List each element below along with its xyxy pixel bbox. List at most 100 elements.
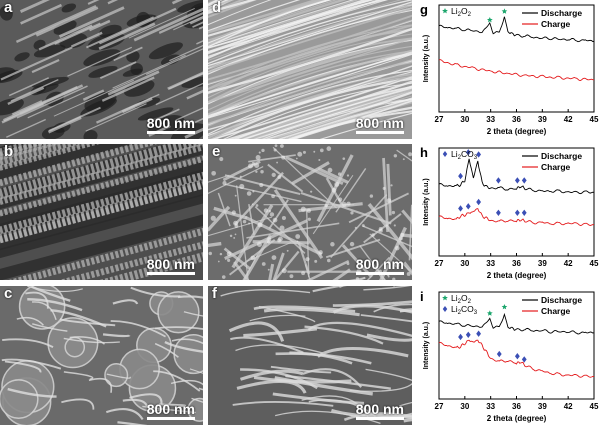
x-tick-label: 33 bbox=[486, 402, 495, 411]
diamond-marker bbox=[476, 151, 482, 158]
legend-label: Discharge bbox=[541, 295, 582, 305]
sem-image bbox=[0, 0, 203, 139]
scale-bar-line bbox=[146, 417, 195, 420]
diamond-marker bbox=[521, 356, 527, 363]
scale-bar-label: 800 nm bbox=[355, 401, 404, 417]
panel-letter: f bbox=[212, 286, 217, 302]
x-tick-label: 30 bbox=[460, 115, 469, 124]
sem-image bbox=[0, 144, 203, 280]
scale-bar-label: 800 nm bbox=[355, 115, 404, 131]
diamond-marker bbox=[496, 177, 501, 184]
x-tick-label: 39 bbox=[538, 259, 547, 268]
diamond-marker bbox=[496, 209, 501, 216]
x-tick-label: 42 bbox=[564, 115, 573, 124]
diamond-marker bbox=[458, 333, 463, 341]
scale-bar: 800 nm bbox=[146, 401, 195, 420]
diamond-marker bbox=[458, 205, 463, 212]
diamond-marker bbox=[465, 331, 471, 338]
x-tick-label: 30 bbox=[460, 402, 469, 411]
diamond-marker bbox=[476, 198, 482, 206]
diamond-marker bbox=[442, 306, 448, 312]
legend-label: Discharge bbox=[541, 151, 582, 161]
xrd-chart-h: h 27 30 33 36 39 42 45 2 theta (degree) Intensity… bbox=[420, 145, 599, 280]
scale-bar-line bbox=[355, 417, 404, 420]
diamond-marker bbox=[514, 353, 520, 360]
scale-bar-label: 800 nm bbox=[146, 256, 195, 272]
scale-bar-label: 800 nm bbox=[146, 401, 195, 417]
star-marker bbox=[501, 304, 508, 310]
sem-image bbox=[0, 286, 203, 425]
x-axis-label: 2 theta (degree) bbox=[487, 414, 547, 423]
star-marker bbox=[501, 8, 508, 14]
series-line-charge bbox=[438, 339, 594, 378]
plot-frame bbox=[438, 4, 595, 113]
series-line-discharge bbox=[438, 16, 595, 43]
x-axis-label: 2 theta (degree) bbox=[487, 271, 547, 280]
star-marker bbox=[487, 310, 493, 316]
x-tick-label: 42 bbox=[564, 259, 573, 268]
series-line-charge bbox=[438, 208, 595, 226]
scale-bar: 800 nm bbox=[355, 257, 404, 275]
x-tick-label: 39 bbox=[538, 115, 547, 124]
x-tick-label: 42 bbox=[564, 402, 573, 411]
legend-label: Charge bbox=[541, 19, 571, 29]
x-tick-label: 27 bbox=[435, 115, 444, 124]
x-tick-label: 39 bbox=[538, 402, 547, 411]
sem-panel-e: e 800 nm bbox=[208, 144, 412, 280]
x-tick-label: 36 bbox=[512, 402, 521, 411]
x-tick-label: 45 bbox=[590, 402, 599, 411]
scale-bar-line bbox=[146, 131, 195, 134]
legend-label: Charge bbox=[541, 306, 571, 316]
y-axis-label: Intensity (a.u.) bbox=[423, 35, 430, 82]
panel-letter: i bbox=[420, 289, 424, 304]
series-line-charge bbox=[438, 59, 595, 81]
panel-letter: h bbox=[420, 145, 428, 160]
star-marker bbox=[442, 295, 448, 301]
diamond-marker bbox=[521, 209, 527, 216]
diamond-marker bbox=[442, 151, 448, 157]
star-marker bbox=[487, 17, 493, 23]
y-axis-label: Intensity (a.u.) bbox=[423, 178, 430, 225]
sem-image bbox=[208, 0, 412, 139]
sem-image bbox=[208, 286, 412, 425]
x-tick-label: 27 bbox=[435, 259, 444, 268]
diamond-marker bbox=[465, 203, 471, 210]
diamond-marker bbox=[458, 172, 463, 180]
scale-bar-line bbox=[355, 131, 404, 134]
sem-panel-b: b 800 nm bbox=[0, 144, 203, 280]
diamond-marker bbox=[496, 350, 502, 358]
plot-frame bbox=[438, 147, 595, 257]
star-marker bbox=[442, 8, 448, 14]
x-tick-label: 45 bbox=[590, 259, 599, 268]
panel-letter: b bbox=[4, 144, 14, 160]
y-axis-label: Intensity (a.u.) bbox=[423, 322, 430, 369]
x-tick-label: 36 bbox=[512, 115, 521, 124]
xrd-chart-i: i 27 30 33 36 39 42 45 2 theta (degree) Intensity… bbox=[420, 289, 599, 423]
sem-panel-c: c 800 nm bbox=[0, 286, 203, 425]
diamond-marker bbox=[514, 209, 520, 216]
marker-legend-label: Li2CO3 bbox=[451, 304, 478, 316]
x-tick-label: 36 bbox=[512, 259, 521, 268]
marker-legend-label: Li2O2 bbox=[451, 6, 472, 18]
scale-bar-label: 800 nm bbox=[146, 115, 195, 131]
xrd-chart-g: g 27 30 33 36 39 42 45 2 theta (degree) Intensity… bbox=[420, 2, 599, 136]
panel-letter: d bbox=[212, 0, 222, 16]
panel-letter: a bbox=[4, 0, 13, 16]
x-tick-label: 33 bbox=[486, 259, 495, 268]
marker-legend-label: Li2O2 bbox=[451, 293, 472, 305]
scale-bar: 800 nm bbox=[355, 115, 404, 134]
sem-panel-a: a 800 nm bbox=[0, 0, 203, 139]
legend-label: Charge bbox=[541, 162, 571, 172]
x-tick-label: 33 bbox=[486, 115, 495, 124]
scale-bar: 800 nm bbox=[355, 401, 404, 420]
sem-panel-f: f 800 nm bbox=[208, 286, 412, 425]
series-line-discharge bbox=[438, 158, 595, 195]
legend-label: Discharge bbox=[541, 8, 582, 18]
diamond-marker bbox=[476, 330, 482, 337]
scale-bar: 800 nm bbox=[146, 115, 195, 134]
scale-bar: 800 nm bbox=[146, 256, 195, 275]
x-axis-label: 2 theta (degree) bbox=[487, 127, 547, 136]
panel-letter: g bbox=[420, 2, 428, 17]
sem-panel-d: d 800 nm bbox=[208, 0, 412, 139]
marker-legend-label: Li2CO3 bbox=[451, 149, 478, 161]
